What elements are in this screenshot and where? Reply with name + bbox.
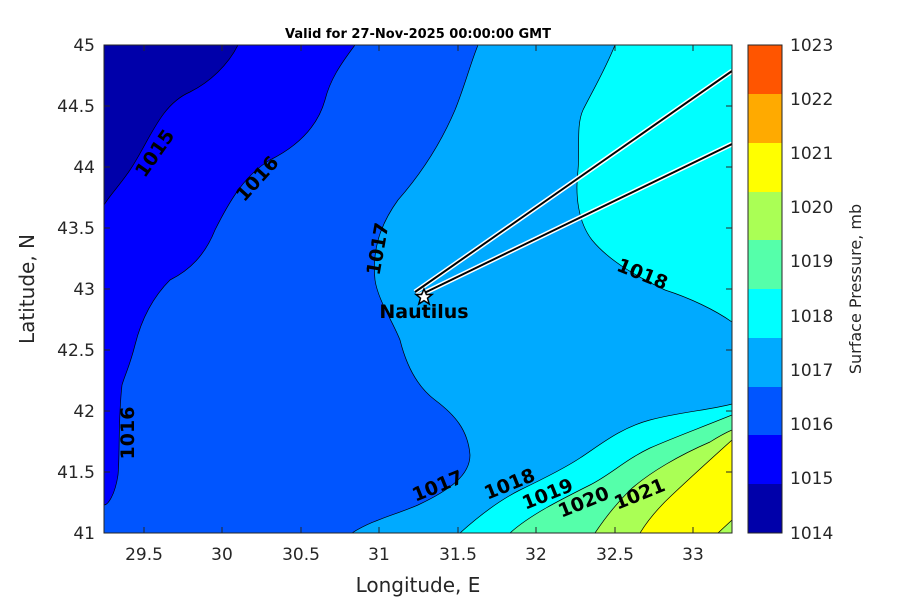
colorbar-band — [748, 338, 782, 387]
colorbar-tick-label: 1016 — [790, 415, 833, 435]
colorbar-band — [748, 94, 782, 143]
y-axis: 45 44.5 44 43.5 43 42.5 42 41.5 41 Latit… — [15, 36, 732, 544]
x-tick-label: 32 — [525, 545, 547, 565]
colorbar-band — [748, 387, 782, 435]
colorbar-tick-label: 1020 — [790, 198, 833, 218]
y-tick-label: 43.5 — [57, 219, 95, 239]
y-tick-label: 41 — [73, 524, 95, 544]
y-tick-label: 42.5 — [57, 341, 95, 361]
y-axis-title: Latitude, N — [15, 234, 39, 344]
colorbar-tick-label: 1018 — [790, 307, 833, 327]
colorbar: 1023 1022 1021 1020 1019 1018 1017 1016 … — [747, 36, 865, 544]
colorbar-tick-label: 1014 — [790, 524, 833, 544]
contour-label-1016-left: 1016 — [117, 407, 139, 460]
y-tick-label: 44.5 — [57, 97, 95, 117]
track-lines — [413, 68, 732, 299]
band-1015-1016-west — [104, 45, 356, 506]
colorbar-band — [748, 435, 782, 484]
colorbar-tick-label: 1019 — [790, 252, 833, 272]
x-axis-title: Longitude, E — [356, 573, 481, 597]
colorbar-tick-label: 1022 — [790, 90, 833, 110]
colorbar-frame — [747, 44, 783, 534]
band-1021-1022 — [639, 439, 732, 533]
plot-title: Valid for 27-Nov-2025 00:00:00 GMT — [285, 27, 551, 42]
colorbar-band — [748, 240, 782, 289]
x-tick-label: 32.5 — [596, 545, 634, 565]
band-1014-1015 — [104, 45, 239, 206]
colorbar-band — [748, 192, 782, 240]
y-tick-label: 43 — [73, 280, 95, 300]
marker-label: Nautilus — [379, 301, 468, 323]
star-icon — [413, 287, 435, 306]
colorbar-tick-label: 1017 — [790, 361, 833, 381]
y-tick-label: 41.5 — [57, 463, 95, 483]
colorbar-tick-label: 1021 — [790, 144, 833, 164]
x-tick-label: 31.5 — [439, 545, 477, 565]
colorbar-band — [748, 143, 782, 192]
x-tick-label: 29.5 — [125, 545, 163, 565]
colorbar-band — [748, 484, 782, 533]
x-tick-label: 33 — [682, 545, 704, 565]
x-tick-label: 30.5 — [282, 545, 320, 565]
contour-map: 1015 1016 1017 1016 1017 1018 1018 1019 … — [103, 44, 733, 534]
colorbar-band — [748, 289, 782, 338]
y-tick-label: 42 — [73, 402, 95, 422]
y-tick-label: 44 — [73, 158, 95, 178]
y-tick-label: 45 — [73, 36, 95, 56]
colorbar-title: Surface Pressure, mb — [846, 204, 865, 374]
colorbar-band — [748, 45, 782, 94]
colorbar-tick-label: 1015 — [790, 469, 833, 489]
x-tick-label: 30 — [211, 545, 233, 565]
colorbar-tick-label: 1023 — [790, 36, 833, 56]
x-axis: 29.5 30 30.5 31 31.5 32 32.5 33 Longitud… — [125, 45, 704, 597]
x-tick-label: 31 — [368, 545, 390, 565]
